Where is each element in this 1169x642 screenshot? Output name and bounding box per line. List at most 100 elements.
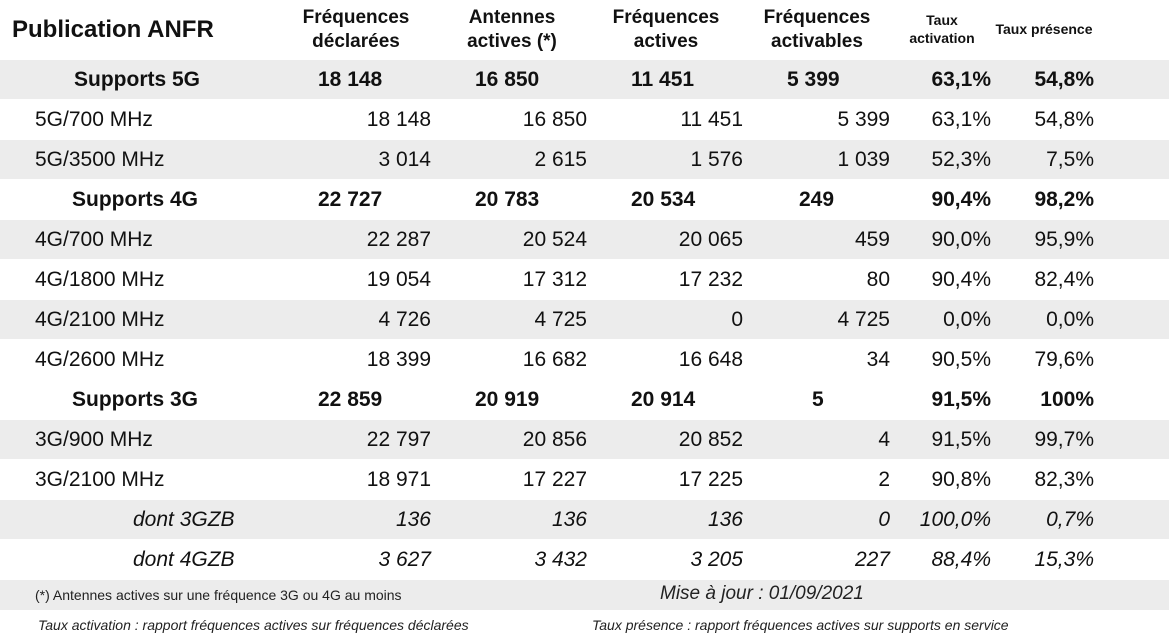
cell-activatable: 5 399 — [787, 68, 840, 91]
row-label: 4G/2600 MHz — [35, 348, 165, 371]
cell-declared: 136 — [395, 508, 431, 531]
cell-declared: 4 726 — [378, 308, 431, 331]
cell-antennas: 17 312 — [522, 268, 587, 291]
row-label: 5G/3500 MHz — [35, 148, 165, 171]
cell-presence-rate: 95,9% — [1034, 228, 1094, 251]
row-label: 4G/700 MHz — [35, 228, 153, 251]
cell-activation-rate: 88,4% — [931, 548, 991, 571]
table-row: Supports 3G 22 859 20 919 20 914 5 91,5%… — [0, 380, 1169, 420]
cell-antennas: 2 615 — [534, 148, 587, 171]
table-row: 3G/2100 MHz 18 971 17 227 17 225 2 90,8%… — [0, 460, 1169, 500]
cell-antennas: 16 850 — [522, 108, 587, 131]
cell-antennas: 20 524 — [522, 228, 587, 251]
cell-presence-rate: 79,6% — [1034, 348, 1094, 371]
cell-declared: 22 859 — [318, 388, 383, 411]
footer-notes-row: (*) Antennes actives sur une fréquence 3… — [0, 580, 1169, 610]
row-label: 5G/700 MHz — [35, 108, 153, 131]
cell-presence-rate: 7,5% — [1046, 148, 1094, 171]
cell-activation-rate: 90,5% — [931, 348, 991, 371]
table-row: 4G/2600 MHz 18 399 16 682 16 648 34 90,5… — [0, 340, 1169, 380]
col-header-active-line1: Fréquences — [612, 7, 720, 28]
row-label: Supports 5G — [74, 68, 201, 91]
col-header-declared-line1: Fréquences — [302, 7, 410, 28]
cell-antennas: 136 — [551, 508, 587, 531]
table-row: Supports 4G 22 727 20 783 20 534 249 90,… — [0, 180, 1169, 220]
cell-antennas: 20 783 — [475, 188, 540, 211]
cell-declared: 18 148 — [318, 68, 383, 91]
cell-declared: 22 797 — [366, 428, 431, 451]
cell-antennas: 20 919 — [475, 388, 540, 411]
cell-activatable: 34 — [866, 348, 890, 371]
col-header-active-line2: actives — [633, 31, 699, 52]
cell-active: 17 225 — [678, 468, 743, 491]
col-header-activatable-line2: activables — [771, 31, 863, 52]
cell-activation-rate: 90,8% — [931, 468, 991, 491]
cell-activatable: 227 — [854, 548, 890, 571]
col-header-presence: Taux présence — [995, 21, 1093, 37]
cell-declared: 19 054 — [366, 268, 431, 291]
cell-presence-rate: 54,8% — [1034, 108, 1094, 131]
cell-presence-rate: 54,8% — [1034, 68, 1094, 91]
cell-activation-rate: 52,3% — [931, 148, 991, 171]
cell-active: 20 914 — [631, 388, 696, 411]
cell-activatable: 4 — [878, 428, 890, 451]
cell-activation-rate: 90,0% — [931, 228, 991, 251]
cell-activatable: 5 399 — [837, 108, 890, 131]
table-row: 5G/700 MHz 18 148 16 850 11 451 5 399 63… — [0, 100, 1169, 140]
cell-activatable: 80 — [866, 268, 890, 291]
cell-activatable: 0 — [878, 508, 890, 531]
presence-rate-definition: Taux présence : rapport fréquences activ… — [592, 617, 1009, 633]
update-date: Mise à jour : 01/09/2021 — [660, 583, 864, 604]
cell-antennas: 20 856 — [522, 428, 587, 451]
cell-presence-rate: 0,0% — [1046, 308, 1094, 331]
cell-activation-rate: 90,4% — [931, 188, 991, 211]
cell-active: 20 534 — [631, 188, 696, 211]
cell-activatable: 249 — [799, 188, 835, 211]
cell-presence-rate: 99,7% — [1034, 428, 1094, 451]
cell-active: 16 648 — [678, 348, 743, 371]
cell-declared: 18 399 — [366, 348, 431, 371]
page-title: Publication ANFR — [12, 16, 214, 43]
row-label: Supports 3G — [72, 388, 199, 411]
cell-presence-rate: 98,2% — [1034, 188, 1094, 211]
cell-declared: 3 627 — [378, 548, 431, 571]
cell-presence-rate: 100% — [1040, 388, 1094, 411]
cell-declared: 18 148 — [366, 108, 431, 131]
cell-presence-rate: 0,7% — [1046, 508, 1094, 531]
cell-declared: 22 727 — [318, 188, 383, 211]
cell-active: 20 852 — [678, 428, 743, 451]
table-header: Publication ANFR Fréquences déclarées An… — [0, 0, 1169, 60]
row-label: 3G/900 MHz — [35, 428, 153, 451]
table-row: 4G/700 MHz 22 287 20 524 20 065 459 90,0… — [0, 220, 1169, 260]
cell-activatable: 2 — [878, 468, 890, 491]
cell-active: 11 451 — [631, 68, 695, 91]
table-row: dont 4GZB 3 627 3 432 3 205 227 88,4% 15… — [0, 540, 1169, 580]
table-row: 4G/2100 MHz 4 726 4 725 0 4 725 0,0% 0,0… — [0, 300, 1169, 340]
cell-activation-rate: 63,1% — [931, 68, 991, 91]
col-header-antennas-line1: Antennes — [468, 7, 556, 28]
cell-active: 3 205 — [690, 548, 743, 571]
row-label: dont 3GZB — [133, 508, 235, 531]
cell-antennas: 17 227 — [522, 468, 587, 491]
cell-activatable: 1 039 — [837, 148, 890, 171]
row-label: 3G/2100 MHz — [35, 468, 165, 491]
antennas-footnote: (*) Antennes actives sur une fréquence 3… — [35, 587, 402, 603]
row-label: Supports 4G — [72, 188, 199, 211]
row-label: 4G/1800 MHz — [35, 268, 165, 291]
cell-active: 20 065 — [678, 228, 743, 251]
cell-antennas: 3 432 — [534, 548, 587, 571]
cell-presence-rate: 82,3% — [1034, 468, 1094, 491]
row-label: dont 4GZB — [133, 548, 235, 571]
cell-presence-rate: 15,3% — [1034, 548, 1094, 571]
cell-activation-rate: 100,0% — [919, 508, 991, 531]
cell-activation-rate: 63,1% — [931, 108, 991, 131]
cell-activation-rate: 91,5% — [931, 428, 991, 451]
cell-activatable: 5 — [812, 388, 824, 411]
cell-active: 0 — [731, 308, 743, 331]
table-row: 4G/1800 MHz 19 054 17 312 17 232 80 90,4… — [0, 260, 1169, 300]
cell-active: 17 232 — [678, 268, 743, 291]
cell-active: 11 451 — [680, 108, 743, 131]
footer-definitions-row: Taux activation : rapport fréquences act… — [0, 610, 1169, 642]
cell-declared: 18 971 — [366, 468, 431, 491]
cell-declared: 22 287 — [366, 228, 431, 251]
